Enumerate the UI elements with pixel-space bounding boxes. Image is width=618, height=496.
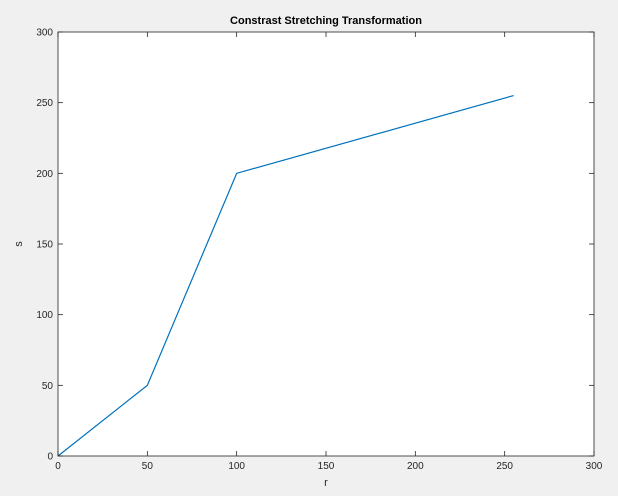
y-axis-label: s bbox=[13, 241, 25, 247]
x-tick-label: 50 bbox=[142, 461, 154, 472]
y-tick-label: 0 bbox=[47, 452, 53, 463]
y-tick-label: 100 bbox=[36, 310, 53, 321]
y-tick-label: 250 bbox=[36, 98, 53, 109]
y-tick-label: 200 bbox=[36, 169, 53, 180]
y-tick-label: 50 bbox=[42, 381, 54, 392]
x-tick-label: 150 bbox=[318, 461, 335, 472]
x-tick-label: 100 bbox=[228, 461, 245, 472]
x-tick-label: 300 bbox=[586, 461, 603, 472]
y-tick-label: 300 bbox=[36, 28, 53, 39]
chart-title: Constrast Stretching Transformation bbox=[230, 15, 422, 27]
x-axis-label: r bbox=[324, 477, 328, 489]
y-tick-label: 150 bbox=[36, 240, 53, 251]
x-tick-label: 0 bbox=[55, 461, 61, 472]
x-tick-label: 250 bbox=[496, 461, 513, 472]
x-tick-label: 200 bbox=[407, 461, 424, 472]
